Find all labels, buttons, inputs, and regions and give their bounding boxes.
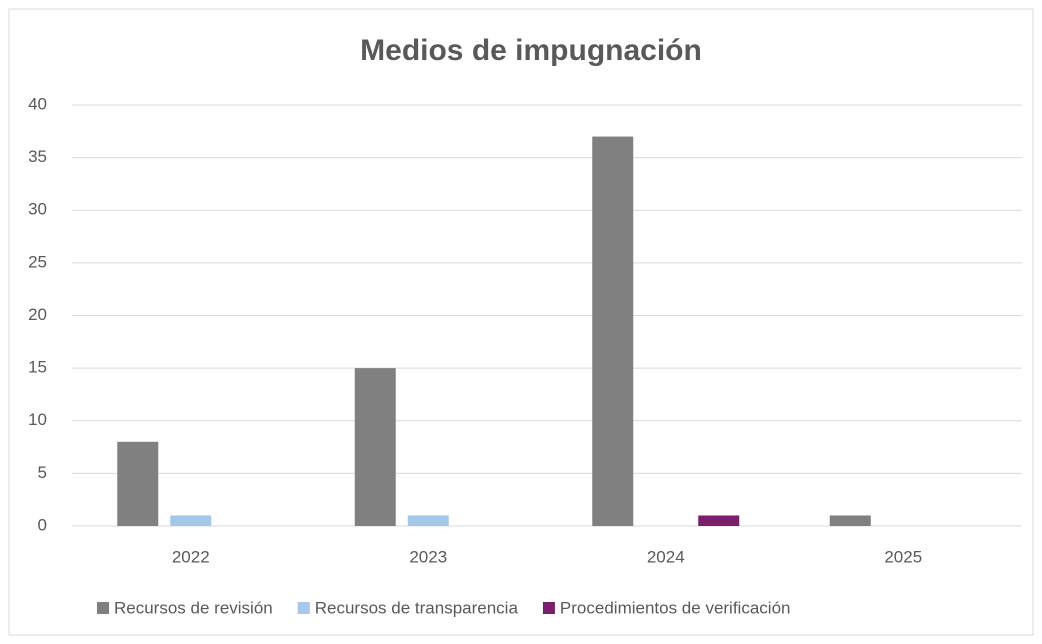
y-tick-label: 35 — [28, 147, 47, 166]
legend-swatch — [97, 602, 109, 614]
legend-swatch — [297, 602, 310, 614]
bar — [407, 515, 449, 526]
bar — [829, 515, 871, 526]
x-tick-label: 2023 — [409, 547, 447, 566]
y-tick-label: 40 — [28, 94, 47, 113]
y-tick-label: 25 — [28, 252, 47, 271]
legend-label: Procedimientos de verificación — [560, 598, 791, 617]
y-tick-label: 0 — [38, 515, 47, 534]
y-tick-label: 5 — [38, 463, 47, 482]
y-tick-label: 15 — [28, 358, 47, 377]
bar — [698, 515, 740, 526]
y-tick-label: 10 — [28, 410, 47, 429]
x-tick-label: 2022 — [172, 547, 210, 566]
chart-title: Medios de impugnación — [360, 34, 702, 67]
legend-label: Recursos de revisión — [114, 598, 273, 617]
x-tick-label: 2025 — [884, 547, 922, 566]
bar — [117, 441, 159, 526]
bar — [592, 136, 634, 526]
bar — [354, 368, 396, 526]
legend-swatch — [542, 602, 555, 614]
bar — [170, 515, 212, 526]
x-tick-label: 2024 — [647, 547, 685, 566]
y-tick-label: 20 — [28, 305, 47, 324]
legend-label: Recursos de transparencia — [315, 598, 519, 617]
chart-frame — [8, 8, 1034, 636]
y-tick-label: 30 — [28, 200, 47, 219]
